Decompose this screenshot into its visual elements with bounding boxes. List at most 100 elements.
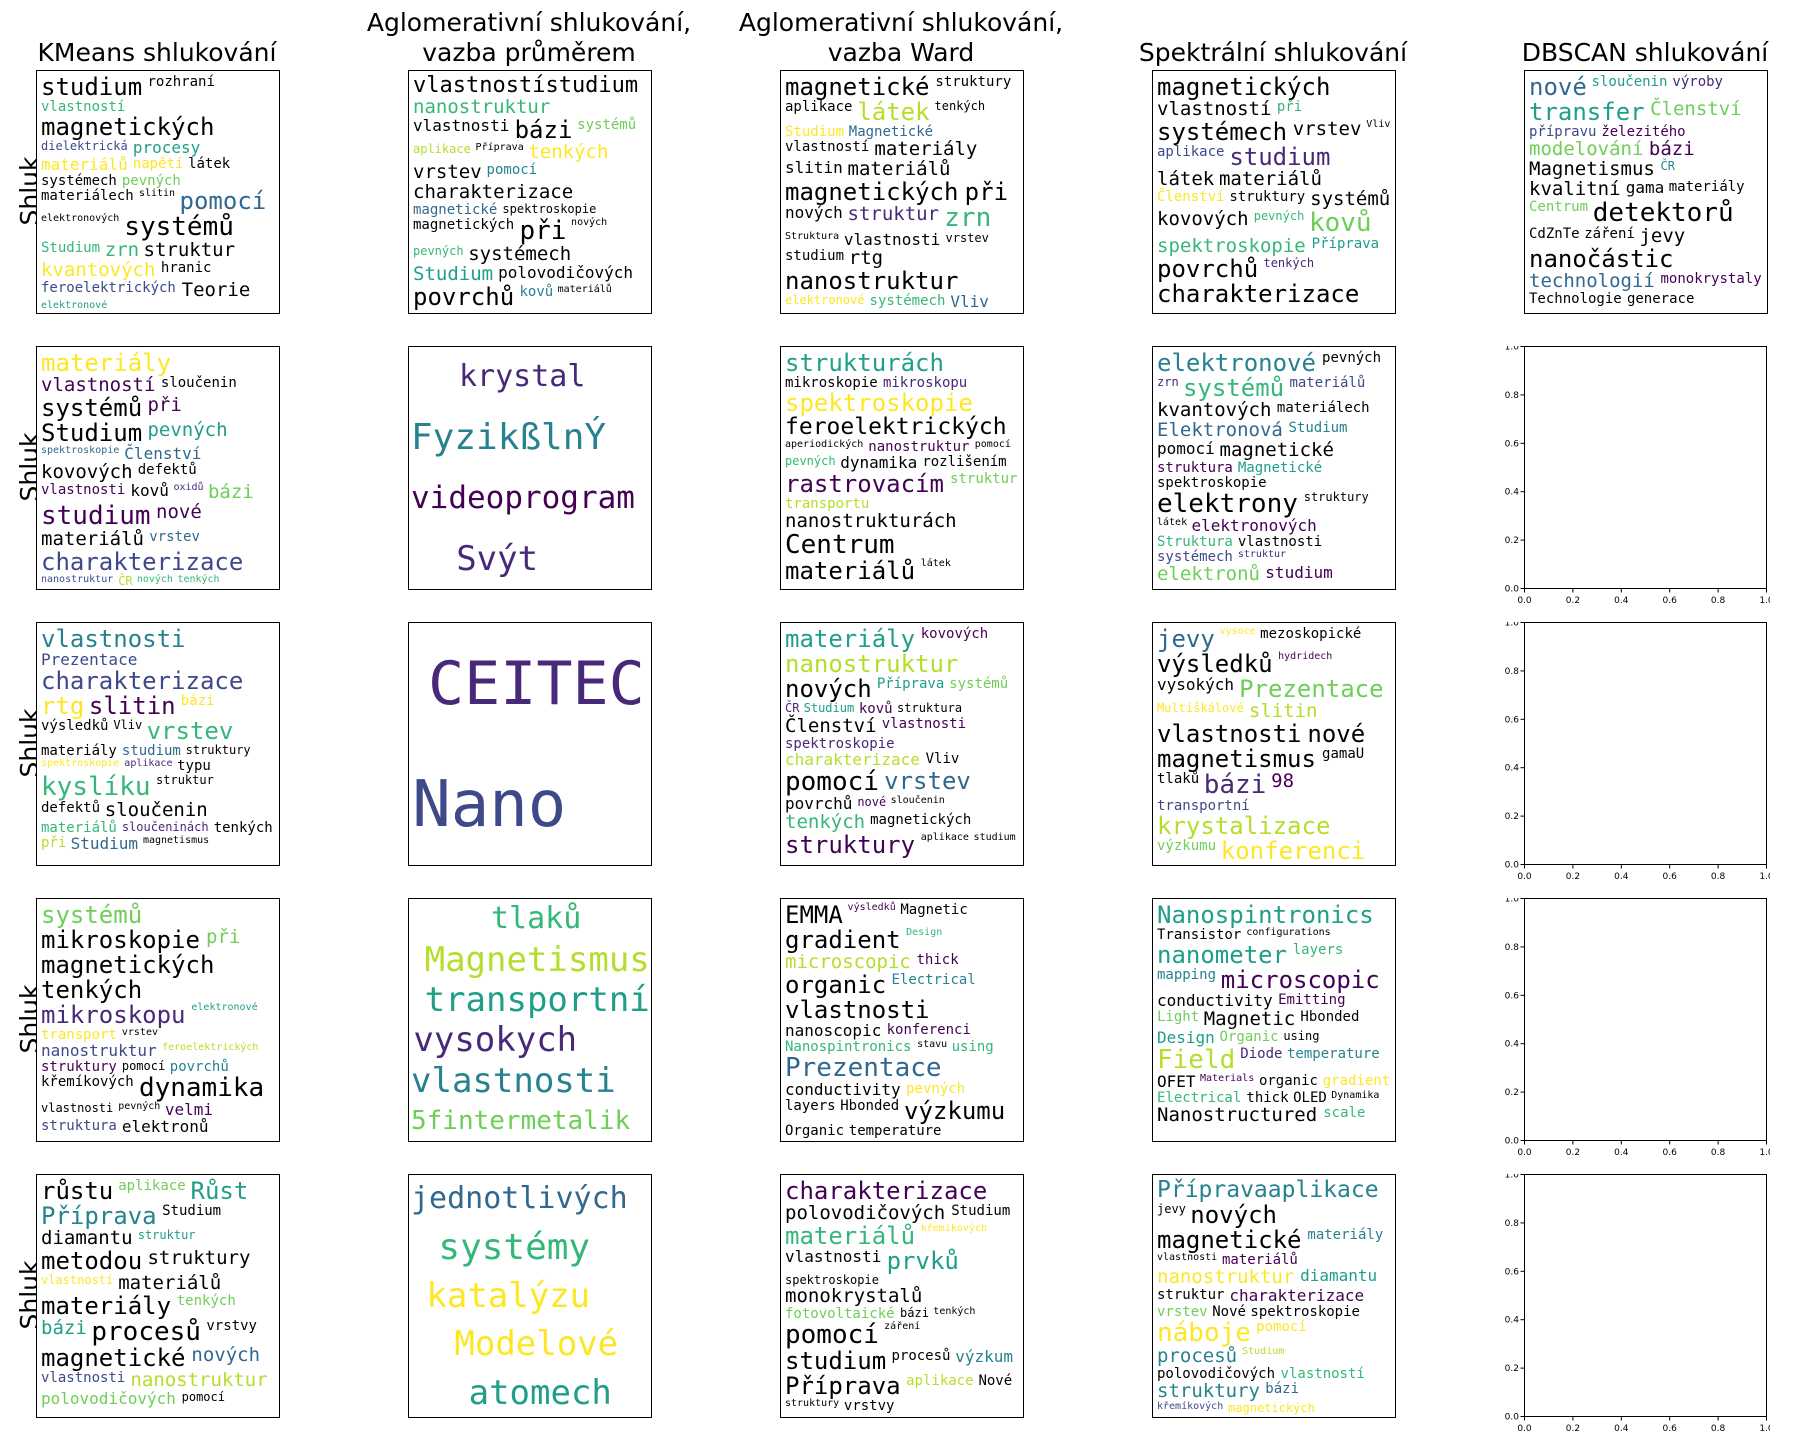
y-tick-label: 0.6 (1505, 991, 1520, 1001)
word: vrstev (149, 529, 200, 545)
word: vrstev (1292, 118, 1362, 140)
word: studium (973, 832, 1016, 843)
word: Modelové (454, 1324, 619, 1365)
word: pomocí (785, 1320, 879, 1350)
word: Elektronová (1157, 419, 1283, 441)
word: OLED (1293, 1090, 1327, 1106)
word: charakterizace (1229, 1286, 1365, 1305)
word: Prezentace (41, 650, 138, 669)
word: systémů (41, 394, 143, 422)
word: látek (857, 98, 930, 126)
word: CEITEC (428, 648, 645, 719)
word: materiály (41, 743, 117, 759)
x-tick-label: 0.2 (1566, 596, 1580, 606)
word: ČR (1660, 159, 1675, 173)
word: magnetických (41, 113, 215, 141)
x-tick-label: 1.0 (1759, 872, 1770, 882)
word: pevných (413, 244, 464, 258)
word: slitin (785, 158, 843, 177)
word: materiálů (785, 557, 916, 585)
y-tick-label: 0.2 (1505, 536, 1519, 546)
word: Vliv (950, 292, 989, 311)
word: pevných (121, 173, 181, 189)
word: vlastnosti (1237, 534, 1323, 550)
word: krystal (459, 359, 586, 395)
word: Studium (951, 1203, 1011, 1219)
word: spektroskopie (785, 736, 895, 752)
word: materiály (874, 138, 978, 160)
word: krystalizace (1157, 812, 1331, 840)
word: mikroskopie (785, 375, 878, 391)
word: sloučenin (104, 799, 208, 821)
word: pevných (147, 419, 228, 441)
word-cloud-panel: krystal FyzikßlnÝ videoprogram Svýt (408, 346, 652, 590)
word-cloud-panel: CEITEC Nano (408, 622, 652, 866)
word: Vliv (113, 718, 143, 732)
word: jevy (1157, 625, 1215, 653)
word: kovových (41, 461, 133, 483)
y-tick-label: 0.0 (1505, 1413, 1520, 1423)
word: transportní (424, 979, 650, 1020)
x-tick-label: 1.0 (1759, 1424, 1770, 1434)
word: aplikace (906, 1373, 974, 1389)
word: pevných (118, 1101, 161, 1112)
word: Transistor (1157, 927, 1242, 943)
word: vlastnosti (785, 1247, 882, 1266)
word: Členství (785, 715, 877, 737)
x-tick-label: 0.2 (1566, 872, 1580, 882)
word: látek (188, 156, 231, 172)
word: spektroskopie (502, 202, 597, 216)
word: charakterizace (785, 750, 920, 769)
word: defektů (41, 800, 101, 816)
x-tick-label: 0.2 (1566, 1148, 1580, 1158)
word: detektorů (1592, 198, 1734, 228)
word: jevy (1157, 1202, 1186, 1216)
word: charakterizace (1157, 280, 1360, 308)
word: charakterizace (41, 548, 244, 576)
word: zrn (944, 203, 992, 233)
word: Nové (1212, 1304, 1246, 1320)
word: sloučenin (160, 375, 237, 391)
empty-axes: 0.00.0 0.2 0.2 0.4 0.4 0.6 0.6 0.8 0.8 1.0 1.0 (1505, 346, 1770, 606)
word: vrstev (413, 161, 482, 183)
word-cloud-panel: elektronové pevných zrn systémů materiálů kva… (1152, 346, 1396, 590)
word: záření (884, 1321, 921, 1332)
word: látek (1157, 517, 1188, 528)
word: vlastností (41, 1273, 114, 1287)
word: materiálů (557, 284, 612, 295)
word: elektronové (191, 1002, 258, 1013)
y-tick-label: 0.0 (1505, 1137, 1520, 1147)
word: organic (1258, 1073, 1318, 1089)
word-cloud-panel: strukturách mikroskopie mikroskopu spektros… (780, 346, 1024, 590)
word: vrstev (121, 1027, 158, 1038)
y-tick-label: 0.8 (1505, 667, 1520, 677)
word: tenkých (213, 820, 273, 836)
word: materiálů (785, 1222, 916, 1250)
y-tick-label: 0.8 (1505, 943, 1520, 953)
word: polovodičových (785, 1202, 946, 1224)
y-tick-label: 0.0 (1505, 861, 1520, 871)
word-cloud-panel: magnetické struktury aplikace látek tenkých S… (780, 70, 1024, 314)
word: vlastnosti (785, 996, 930, 1024)
y-tick-label: 0.2 (1505, 812, 1519, 822)
x-tick-label: 0.4 (1614, 1148, 1629, 1158)
word: charakterizace (413, 181, 574, 203)
word: spektroskopie (1157, 475, 1267, 491)
y-tick-label: 0.4 (1505, 1316, 1520, 1326)
y-tick-label: 0.4 (1505, 488, 1520, 498)
word: vlastností (41, 99, 126, 115)
word: Studium (803, 701, 855, 715)
word: pevných (785, 454, 836, 468)
word: nanostruktur (785, 650, 959, 678)
word: Diode (1240, 1046, 1283, 1062)
word: nanometer (1157, 941, 1288, 969)
column-title-line: DBSCAN shlukování (1521, 38, 1769, 67)
word: Růst (190, 1177, 249, 1205)
word: Dynamika (1331, 1090, 1380, 1101)
word: struktury (41, 1059, 117, 1075)
word: křemíkových (1157, 1401, 1224, 1412)
word: feroelektrických (162, 1042, 259, 1053)
y-tick-label: 1.0 (1505, 346, 1520, 353)
word: systémech (1157, 118, 1288, 146)
word: Magnetické (1237, 460, 1323, 476)
